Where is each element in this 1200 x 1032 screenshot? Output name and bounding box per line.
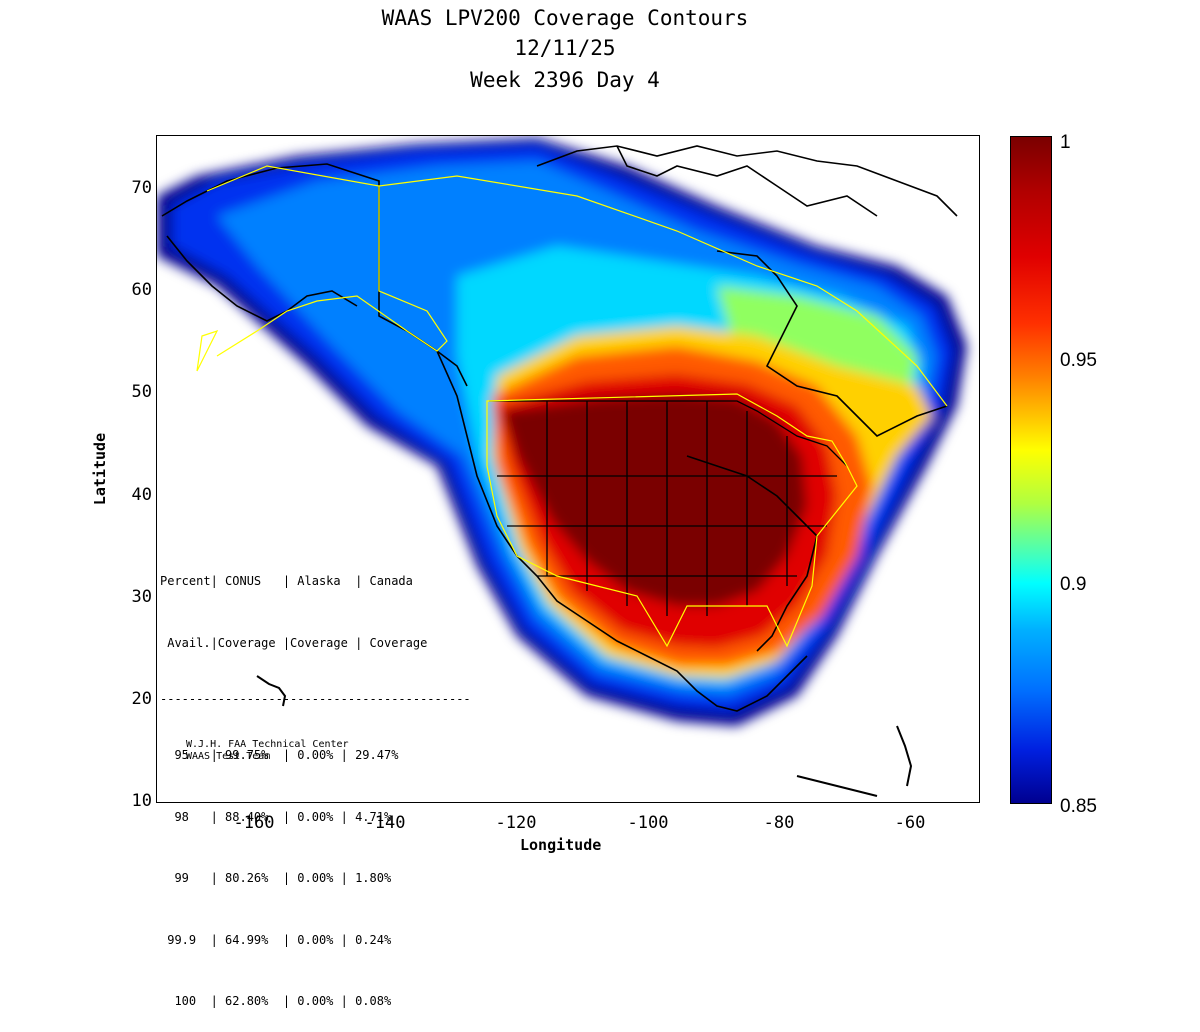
y-tick-label: 20 — [131, 689, 152, 709]
colorbar-tick: 1 — [1060, 132, 1071, 153]
stats-separator: ----------------------------------------… — [160, 694, 471, 704]
stats-row: 100 | 62.80% | 0.00% | 0.08% — [160, 994, 392, 1008]
credits: W.J.H. FAA Technical Center WAAS Test Te… — [186, 739, 349, 763]
y-tick-label: 60 — [131, 280, 152, 300]
y-tick-label: 40 — [131, 485, 152, 505]
x-tick-label: -160 — [233, 813, 275, 833]
colorbar-tick: 0.9 — [1060, 574, 1087, 595]
y-tick-label: 30 — [131, 587, 152, 607]
colorbar-tick: 0.95 — [1060, 350, 1097, 371]
stats-header: Percent| CONUS | Alaska | Canada — [160, 574, 413, 588]
x-tick-label: -60 — [894, 813, 926, 833]
islands — [256, 675, 913, 797]
credits-line: W.J.H. FAA Technical Center — [186, 739, 349, 750]
state-borders — [489, 400, 848, 616]
plot-date: 12/11/25 — [514, 36, 616, 60]
x-tick-label: -120 — [495, 813, 537, 833]
x-axis-label: Longitude — [520, 836, 602, 854]
credits-line: WAAS Test Team — [186, 751, 271, 762]
colorbar-tick: 0.85 — [1060, 796, 1097, 817]
x-tick-label: -80 — [763, 813, 795, 833]
service-boundaries — [196, 165, 948, 648]
x-tick-label: -140 — [364, 813, 406, 833]
coverage-stats-table: Percent| CONUS | Alaska | Canada Avail.|… — [160, 530, 471, 1032]
stats-row: 95 | 99.75% | 0.00% | 29.47% — [160, 748, 399, 762]
stats-row: 98 | 88.40% | 0.00% | 4.71% — [160, 809, 392, 824]
coverage-map-svg — [157, 138, 967, 797]
colorbar — [1010, 136, 1052, 804]
y-tick-label: 50 — [131, 382, 152, 402]
y-tick-label: 70 — [131, 178, 152, 198]
x-tick-label: -100 — [627, 813, 669, 833]
stats-row: 99.9 | 64.99% | 0.00% | 0.24% — [160, 932, 392, 947]
plot-title: WAAS LPV200 Coverage Contours — [381, 6, 749, 30]
stats-row: 99 | 80.26% | 0.00% | 1.80% — [160, 871, 392, 885]
coverage-map — [156, 135, 980, 803]
y-axis-label: Latitude — [91, 432, 110, 506]
stats-header: Avail.|Coverage |Coverage | Coverage — [160, 635, 428, 650]
y-tick-label: 10 — [131, 791, 152, 811]
plot-week-day: Week 2396 Day 4 — [470, 68, 660, 92]
contour-100 — [502, 394, 807, 606]
